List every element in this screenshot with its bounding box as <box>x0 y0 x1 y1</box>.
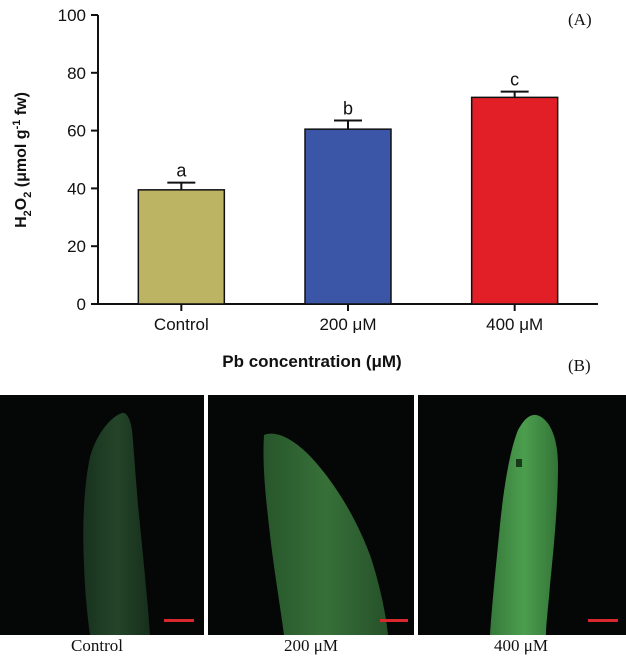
significance-letter-2: c <box>510 70 519 90</box>
panel-b-label: (B) <box>568 356 591 375</box>
micrograph-caption-200um: 200 μM <box>284 636 338 655</box>
micrograph-row <box>0 395 626 635</box>
y-tick-label: 60 <box>67 122 86 141</box>
x-axis-label: Pb concentration (μM) <box>222 352 401 371</box>
bar-2 <box>470 96 559 305</box>
y-axis-label: H2O2 (μmol g-1 fw) <box>11 92 34 228</box>
bar-0 <box>137 189 226 305</box>
micrograph-caption-control: Control <box>71 636 123 655</box>
micrograph-200um <box>208 395 414 635</box>
x-tick-label: 200 μM <box>319 315 376 334</box>
scale-bar <box>380 619 408 622</box>
panel-a-label: (A) <box>568 10 592 29</box>
y-axis: 0 20 40 60 80 100 <box>58 6 99 314</box>
bar-chart: 0 20 40 60 80 100 Control 200 μM 400 μM a b c H2O… <box>11 6 598 371</box>
micrograph-control <box>0 395 204 635</box>
root-tip-image <box>490 414 558 635</box>
x-tick-label: 400 μM <box>486 315 543 334</box>
root-tip-image <box>83 412 150 635</box>
y-tick-label: 80 <box>67 64 86 83</box>
micrograph-caption-400um: 400 μM <box>494 636 548 655</box>
scale-bar <box>588 619 618 622</box>
significance-letter-1: b <box>343 98 353 118</box>
scale-bar <box>164 619 194 622</box>
bars-group: a b c <box>137 70 559 305</box>
root-tip-image <box>263 433 388 635</box>
bar-1 <box>304 128 392 305</box>
x-tick-label: Control <box>154 315 209 334</box>
significance-letter-0: a <box>176 161 187 181</box>
y-tick-label: 100 <box>58 6 86 25</box>
y-tick-label: 20 <box>67 237 86 256</box>
micrograph-400um <box>418 395 626 635</box>
x-axis: Control 200 μM 400 μM <box>98 303 598 334</box>
y-tick-label: 40 <box>67 179 86 198</box>
y-tick-label: 0 <box>77 295 86 314</box>
